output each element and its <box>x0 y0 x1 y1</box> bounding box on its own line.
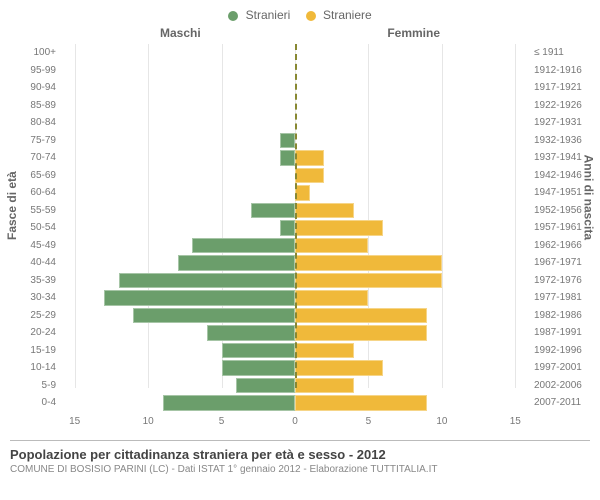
birth-year-label: 1912-1916 <box>534 65 588 76</box>
birth-year-label: 2007-2011 <box>534 397 588 408</box>
x-tick: 0 <box>292 416 298 427</box>
population-pyramid-chart: Stranieri Straniere Maschi Femmine Fasce… <box>0 0 600 500</box>
age-label: 65-69 <box>16 170 56 181</box>
bar-female <box>295 290 368 306</box>
birth-year-label: 1977-1981 <box>534 292 588 303</box>
bar-shell <box>60 395 530 411</box>
x-tick: 5 <box>219 416 225 427</box>
legend-swatch-female <box>306 11 316 21</box>
age-label: 75-79 <box>16 135 56 146</box>
age-label: 40-44 <box>16 257 56 268</box>
bar-male <box>192 238 295 254</box>
legend-item-male: Stranieri <box>228 8 293 22</box>
age-label: 100+ <box>16 47 56 58</box>
bar-male <box>178 255 296 271</box>
bar-male <box>104 290 295 306</box>
bar-male <box>280 220 295 236</box>
birth-year-label: 1952-1956 <box>534 205 588 216</box>
legend-label-male: Stranieri <box>246 8 291 22</box>
x-axis: 15 10 5 0 5 10 15 <box>60 416 530 432</box>
birth-year-label: 1917-1921 <box>534 82 588 93</box>
age-label: 70-74 <box>16 152 56 163</box>
age-label: 15-19 <box>16 345 56 356</box>
birth-year-label: 1967-1971 <box>534 257 588 268</box>
age-label: 25-29 <box>16 310 56 321</box>
birth-year-label: 1992-1996 <box>534 345 588 356</box>
age-label: 90-94 <box>16 82 56 93</box>
bar-female <box>295 395 427 411</box>
bar-female <box>295 273 442 289</box>
chart-subtitle: COMUNE DI BOSISIO PARINI (LC) - Dati IST… <box>10 464 590 475</box>
age-label: 0-4 <box>16 397 56 408</box>
birth-year-label: 1947-1951 <box>534 187 588 198</box>
birth-year-label: 1957-1961 <box>534 222 588 233</box>
bar-male <box>207 325 295 341</box>
x-tick: 10 <box>436 416 447 427</box>
bar-female <box>295 185 310 201</box>
x-tick: 5 <box>366 416 372 427</box>
birth-year-label: 1982-1986 <box>534 310 588 321</box>
birth-year-label: 1997-2001 <box>534 362 588 373</box>
age-label: 35-39 <box>16 275 56 286</box>
age-label: 30-34 <box>16 292 56 303</box>
bar-female <box>295 150 324 166</box>
birth-year-label: 1962-1966 <box>534 240 588 251</box>
chart-footer: Popolazione per cittadinanza straniera p… <box>10 440 590 475</box>
bar-female <box>295 360 383 376</box>
age-label: 95-99 <box>16 65 56 76</box>
birth-year-label: 1932-1936 <box>534 135 588 146</box>
birth-year-label: 1972-1976 <box>534 275 588 286</box>
bar-male <box>280 133 295 149</box>
header-female: Femmine <box>387 26 440 40</box>
legend-swatch-male <box>228 11 238 21</box>
plot-area: Fasce di età Anni di nascita 100+≤ 19119… <box>10 44 590 436</box>
center-axis-line <box>295 44 297 388</box>
bar-female <box>295 325 427 341</box>
bar-male <box>280 150 295 166</box>
birth-year-label: ≤ 1911 <box>534 47 588 58</box>
chart-title: Popolazione per cittadinanza straniera p… <box>10 447 590 462</box>
age-label: 80-84 <box>16 117 56 128</box>
birth-year-label: 1927-1931 <box>534 117 588 128</box>
birth-year-label: 1987-1991 <box>534 327 588 338</box>
age-label: 55-59 <box>16 205 56 216</box>
age-label: 45-49 <box>16 240 56 251</box>
x-tick: 10 <box>143 416 154 427</box>
bar-male <box>222 343 295 359</box>
bar-female <box>295 343 354 359</box>
header-male: Maschi <box>160 26 201 40</box>
bar-male <box>251 203 295 219</box>
bar-female <box>295 203 354 219</box>
bar-female <box>295 168 324 184</box>
gender-headers: Maschi Femmine <box>10 26 590 42</box>
bar-female <box>295 255 442 271</box>
bar-male <box>133 308 295 324</box>
birth-year-label: 1937-1941 <box>534 152 588 163</box>
legend-label-female: Straniere <box>323 8 372 22</box>
birth-year-label: 1922-1926 <box>534 100 588 111</box>
bar-male <box>222 360 295 376</box>
age-label: 10-14 <box>16 362 56 373</box>
bar-male <box>163 395 295 411</box>
age-label: 60-64 <box>16 187 56 198</box>
x-tick: 15 <box>510 416 521 427</box>
age-label: 85-89 <box>16 100 56 111</box>
table-row: 0-42007-2011 <box>60 394 530 412</box>
birth-year-label: 1942-1946 <box>534 170 588 181</box>
bar-female <box>295 220 383 236</box>
bar-male <box>119 273 295 289</box>
legend: Stranieri Straniere <box>10 8 590 22</box>
legend-item-female: Straniere <box>306 8 372 22</box>
age-label: 50-54 <box>16 222 56 233</box>
birth-year-label: 2002-2006 <box>534 380 588 391</box>
rows-container: 100+≤ 191195-991912-191690-941917-192185… <box>60 44 530 412</box>
x-tick: 15 <box>69 416 80 427</box>
bar-female <box>295 238 368 254</box>
age-label: 5-9 <box>16 380 56 391</box>
bar-male <box>236 378 295 394</box>
age-label: 20-24 <box>16 327 56 338</box>
bar-female <box>295 378 354 394</box>
bar-female <box>295 308 427 324</box>
